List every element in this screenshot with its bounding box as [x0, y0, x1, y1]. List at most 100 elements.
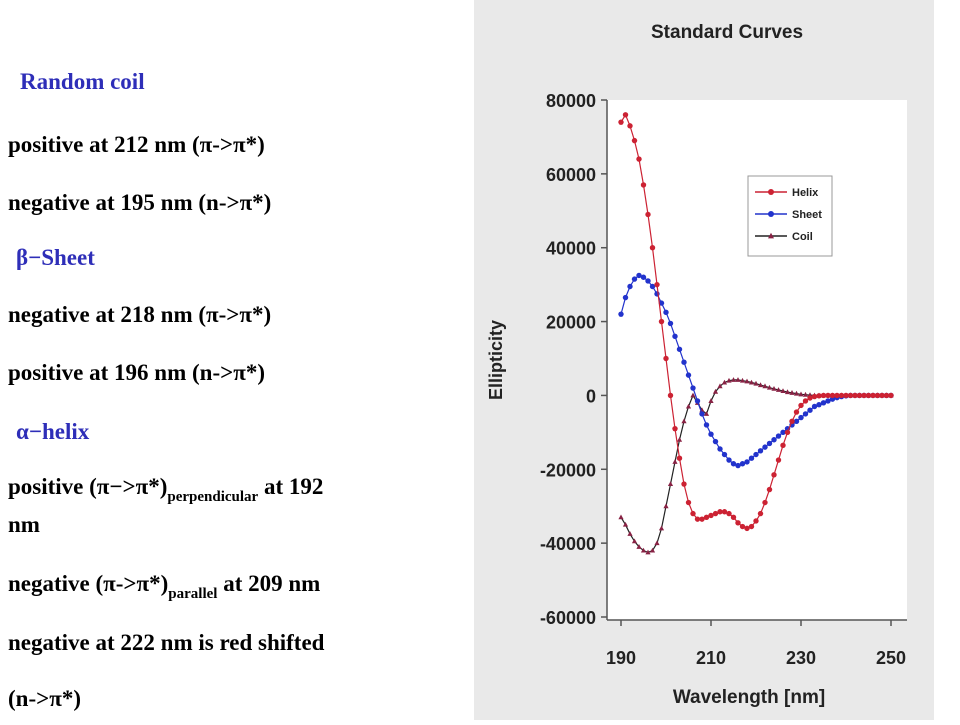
data-point [726, 377, 732, 383]
series-layer [618, 112, 894, 555]
data-point [622, 112, 629, 118]
x-tick-label: 230 [786, 648, 816, 668]
data-point [798, 414, 804, 421]
data-point [708, 431, 714, 437]
y-axis-label: Ellipticity [486, 320, 506, 400]
alpha-helix-note-1-cont: nm [8, 512, 40, 537]
data-point [811, 393, 818, 400]
data-point [726, 457, 732, 463]
data-point [708, 512, 714, 519]
data-point [784, 429, 791, 436]
data-point [631, 276, 638, 282]
data-point [618, 119, 624, 125]
data-point [681, 359, 687, 365]
data-point [820, 392, 827, 399]
data-point [807, 407, 813, 413]
data-point [712, 388, 719, 394]
data-point [780, 442, 786, 448]
data-point [645, 211, 651, 218]
data-point [631, 137, 638, 144]
data-point [681, 418, 687, 424]
data-point [622, 521, 629, 527]
data-point [780, 388, 786, 393]
y-axis-ticks: 80000 60000 40000 20000 0 -20000 -40000 -60000 [540, 91, 607, 628]
data-point [676, 455, 683, 461]
data-point [730, 514, 737, 520]
data-point [744, 525, 750, 532]
data-point [757, 510, 764, 517]
legend-label: Helix [792, 187, 819, 199]
data-point [838, 392, 845, 399]
data-point [726, 510, 732, 517]
data-point [816, 401, 822, 408]
data-point [636, 272, 642, 279]
data-point [663, 503, 669, 509]
data-point [739, 377, 746, 383]
data-point [721, 451, 728, 458]
data-point [802, 391, 809, 397]
data-point [730, 461, 737, 467]
data-point [739, 461, 746, 467]
data-point [771, 385, 777, 391]
data-point [636, 544, 642, 549]
data-point [618, 311, 624, 317]
data-point [879, 392, 885, 399]
data-point [694, 398, 701, 404]
chart-title: Standard Curves [651, 22, 803, 43]
y-tick-label: 60000 [546, 165, 596, 185]
data-point [721, 379, 728, 385]
y-tick-label: 80000 [546, 91, 596, 111]
legend-swatch-marker [768, 232, 774, 239]
data-point [825, 392, 831, 399]
data-point [703, 411, 710, 416]
data-point [771, 437, 777, 443]
data-point [753, 451, 759, 458]
data-point [640, 182, 647, 188]
data-point [807, 395, 813, 401]
data-point [780, 429, 786, 436]
data-point [712, 510, 719, 517]
data-point [789, 390, 795, 395]
data-point [663, 309, 669, 316]
data-point [618, 514, 624, 520]
data-point [775, 387, 782, 392]
data-point [627, 283, 633, 290]
data-point [739, 523, 746, 530]
legend-swatch-marker [768, 211, 774, 217]
data-point [766, 384, 773, 390]
data-point [685, 372, 692, 378]
legend-swatch-marker [768, 189, 774, 195]
data-point [667, 320, 674, 327]
y-tick-label: -60000 [540, 608, 596, 628]
data-point [735, 520, 741, 526]
beta-sheet-note-2: positive at 196 nm (n->π*) [8, 360, 265, 385]
data-point [852, 392, 858, 399]
data-point [631, 538, 638, 544]
data-point [672, 333, 678, 340]
x-tick-label: 250 [876, 648, 906, 668]
data-point [676, 346, 683, 352]
data-point [717, 509, 723, 515]
data-point [829, 392, 836, 399]
alpha-helix-note-4: (n->π*) [8, 686, 81, 711]
data-point [667, 481, 674, 487]
data-point [649, 283, 656, 290]
x-tick-label: 210 [696, 648, 726, 668]
data-point [816, 393, 822, 399]
x-axis-ticks: 190 210 230 250 [606, 620, 906, 668]
beta-sheet-note-1: negative at 218 nm (π->π*) [8, 302, 272, 327]
alpha-helix-note-1-subscript: perpendicular [167, 489, 259, 505]
y-tick-label: 0 [586, 386, 596, 406]
data-point [793, 390, 800, 396]
data-point [658, 525, 665, 531]
data-point [735, 377, 741, 382]
legend-label: Coil [792, 231, 813, 243]
alpha-helix-note-2-main: negative (π->π*) [8, 571, 169, 596]
x-axis-label: Wavelength [nm] [673, 687, 825, 708]
alpha-helix-heading: α−helix [16, 419, 90, 444]
data-point [667, 392, 674, 399]
data-point [825, 398, 831, 404]
data-point [775, 433, 782, 439]
data-point [712, 438, 719, 445]
data-point [865, 392, 872, 399]
